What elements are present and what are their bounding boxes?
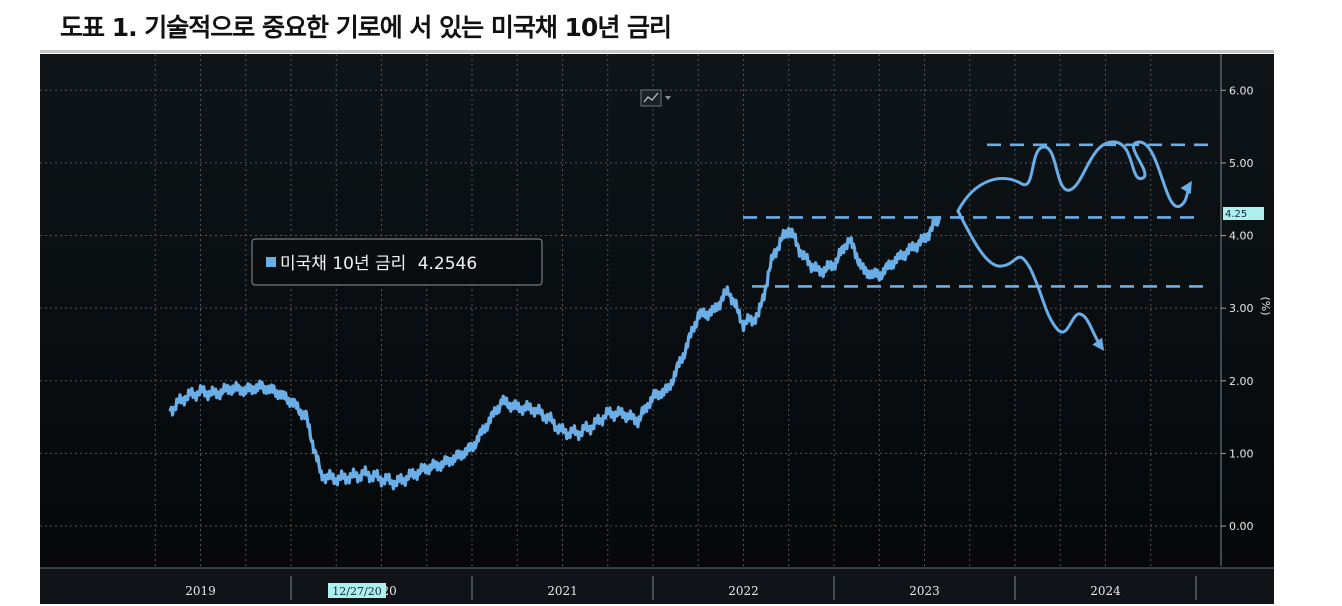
legend-series-value: 4.2546 bbox=[418, 254, 477, 274]
chevron-down-icon bbox=[665, 96, 671, 100]
x-tick-label: 2022 bbox=[728, 584, 759, 598]
x-tick-label: 2024 bbox=[1090, 584, 1121, 598]
y-tick-label: 3.00 bbox=[1229, 302, 1254, 315]
current-value-label: 4.25 bbox=[1225, 209, 1247, 220]
chart-legend: 미국채 10년 금리 4.2546 bbox=[251, 238, 543, 286]
legend-swatch bbox=[266, 257, 276, 267]
svg-text:미국채 10년 금리 4.2546: 미국채 10년 금리 4.2546 bbox=[280, 254, 477, 274]
y-tick-label: 4.00 bbox=[1229, 230, 1254, 243]
chart-type-selector[interactable] bbox=[640, 89, 671, 107]
y-axis-unit-label: (%) bbox=[1259, 296, 1272, 315]
date-badge bbox=[328, 583, 386, 598]
y-axis-ticks: 0.00 1.00 2.00 3.00 4.00 5.00 6.00 bbox=[1221, 84, 1254, 533]
x-tick-label: 2019 bbox=[185, 584, 216, 598]
title-underline bbox=[40, 50, 1274, 53]
y-tick-label: 0.00 bbox=[1229, 520, 1254, 533]
yield-series-line bbox=[168, 215, 942, 491]
x-tick-label: 2021 bbox=[547, 584, 578, 598]
bullish-scenario-arrow bbox=[956, 140, 1192, 213]
y-tick-label: 5.00 bbox=[1229, 157, 1254, 170]
x-axis: 201920202021202220232024 12/27/20 bbox=[40, 567, 1274, 604]
legend-series-label: 미국채 10년 금리 bbox=[280, 254, 406, 274]
y-tick-label: 2.00 bbox=[1229, 375, 1254, 388]
scenario-paths bbox=[956, 140, 1192, 351]
current-value-marker: 4.25 bbox=[1223, 207, 1264, 220]
x-tick-label: 2023 bbox=[909, 584, 940, 598]
plot-background bbox=[40, 54, 1274, 604]
us-10y-yield-chart: 0.00 1.00 2.00 3.00 4.00 5.00 6.00 (%) 4.25 미국… bbox=[40, 54, 1274, 604]
y-tick-label: 1.00 bbox=[1229, 447, 1254, 460]
grid-lines bbox=[40, 54, 1221, 566]
scenario-levels bbox=[743, 143, 1212, 288]
x-axis-labels: 201920202021202220232024 bbox=[185, 576, 1197, 600]
line-chart-icon bbox=[643, 92, 659, 103]
page-title: 도표 1. 기술적으로 중요한 기로에 서 있는 미국채 10년 금리 bbox=[60, 13, 672, 42]
bearish-scenario-arrow bbox=[956, 209, 1105, 351]
y-tick-label: 6.00 bbox=[1229, 84, 1254, 97]
date-badge-label: 12/27/20 bbox=[332, 585, 381, 598]
